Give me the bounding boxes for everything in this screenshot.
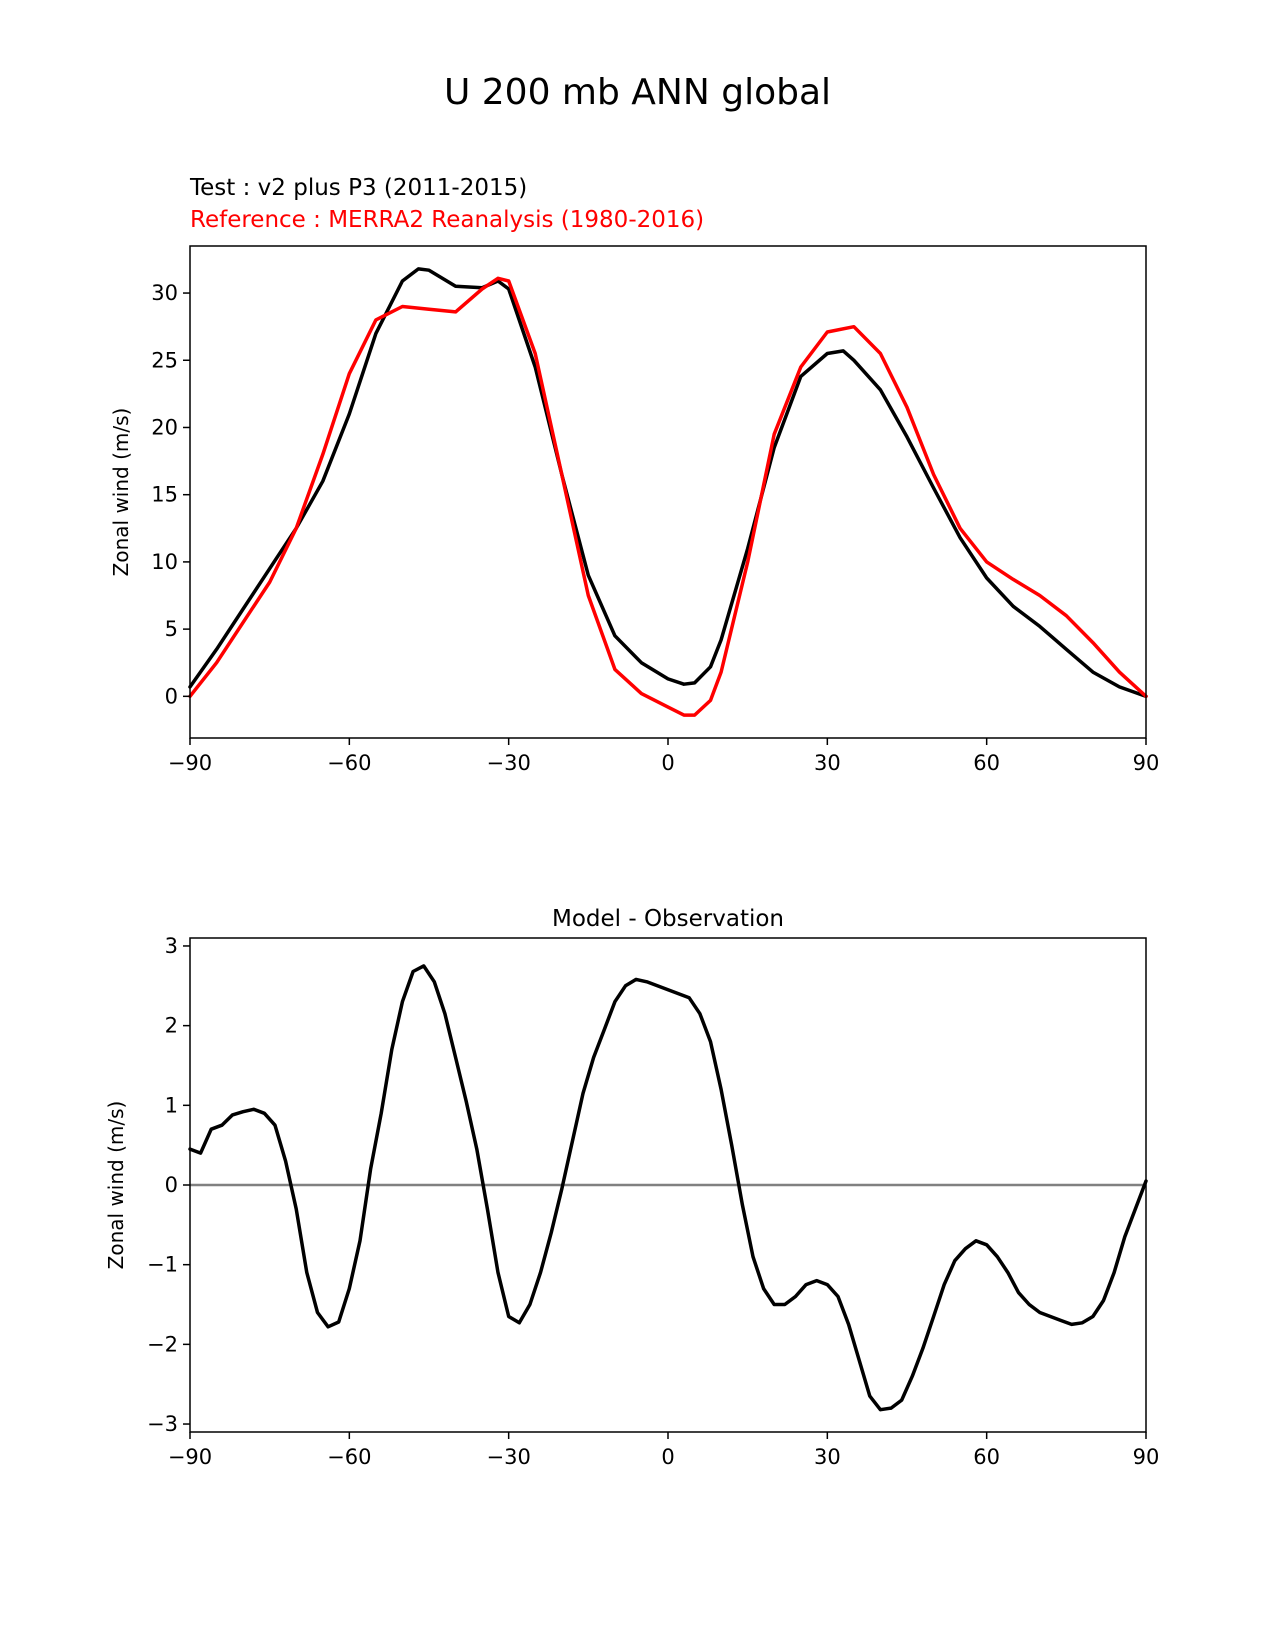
y-tick-label: 15 [151,483,178,507]
x-tick-label: −60 [327,751,371,775]
series-line-reference [188,276,1148,717]
panel-1: −90 −60 −30 0 30 60 90 0 5 10 15 20 25 30 Zonal wind (… [109,245,1160,775]
x-tick-label: 30 [814,751,841,775]
y-tick-label: 20 [151,415,178,439]
y-tick-label: 30 [151,281,178,305]
panel-title: Model - Observation [552,906,784,932]
y-tick-label: 0 [165,1173,178,1197]
figure-title: U 200 mb ANN global [443,72,832,113]
x-tick-label: 0 [661,751,674,775]
plot-frame [189,245,1147,739]
x-tick-label: 0 [661,1445,674,1469]
legend-reference-label: Reference : MERRA2 Reanalysis (1980-2016… [190,207,705,233]
x-tick-label: −60 [327,1445,371,1469]
y-tick-label: −2 [147,1332,178,1356]
y-tick-label: 25 [151,348,178,372]
y-tick-label: 2 [165,1014,178,1038]
y-axis-label: Zonal wind (m/s) [109,408,133,577]
x-tick-label: 90 [1133,751,1160,775]
x-tick-label: 30 [814,1445,841,1469]
x-tick-label: 90 [1133,1445,1160,1469]
x-tick-label: −30 [487,751,531,775]
y-tick-label: −3 [147,1412,178,1436]
y-tick-label: 10 [151,550,178,574]
x-tick-label: −90 [168,751,212,775]
panel-2: Model - Observation−90 −60 −30 0 30 60 90−3−2−… [104,906,1159,1469]
y-axis-label: Zonal wind (m/s) [104,1101,128,1270]
x-tick-label: −90 [168,1445,212,1469]
series-line-test [188,964,1148,1412]
legend-test-label: Test : v2 plus P3 (2011-2015) [190,175,528,201]
series-line-test [188,267,1148,699]
y-tick-label: −1 [147,1253,178,1277]
y-tick-label: 5 [165,617,178,641]
x-tick-label: −30 [487,1445,531,1469]
y-tick-label: 3 [165,934,178,958]
y-tick-label: 1 [165,1093,178,1117]
y-tick-label: 0 [165,684,178,708]
x-tick-label: 60 [973,1445,1000,1469]
x-tick-label: 60 [973,751,1000,775]
